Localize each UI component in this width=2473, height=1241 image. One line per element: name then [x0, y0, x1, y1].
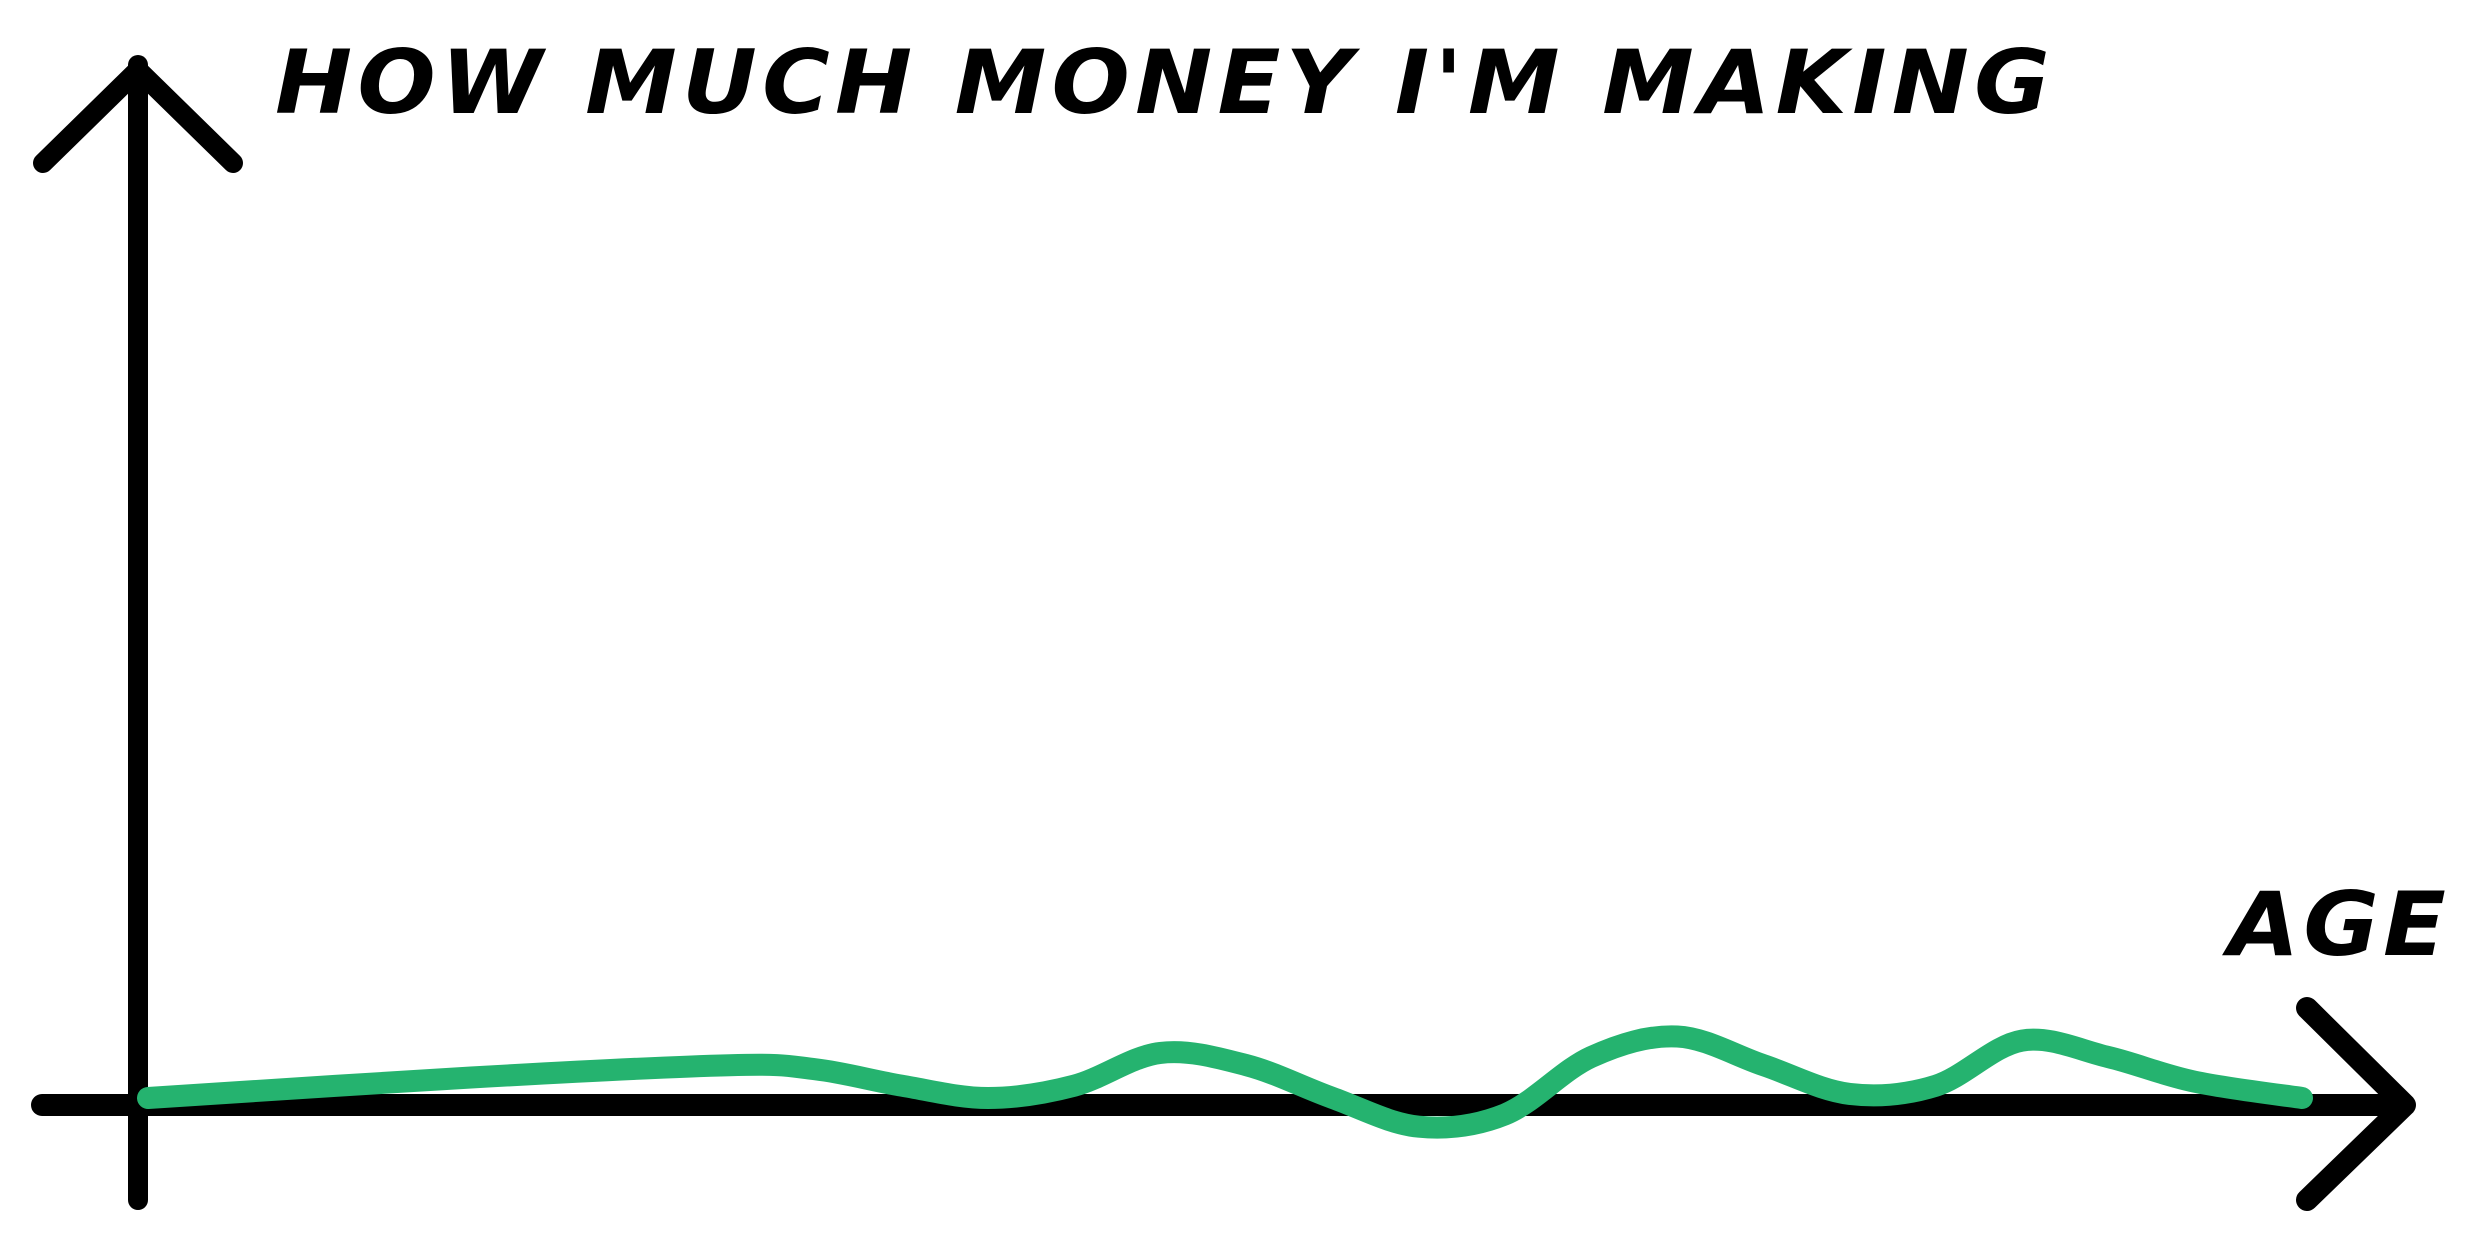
- series-line-0: [137, 1025, 2313, 1139]
- axes: [31, 55, 2416, 1211]
- x-axis-arrowhead: [2296, 997, 2416, 1211]
- x-axis-label: AGE: [2222, 873, 2450, 976]
- y-axis-arrowhead: [33, 60, 243, 173]
- chart-title: HOW MUCH MONEY I'M MAKING: [275, 31, 2055, 134]
- series-layer: [137, 1025, 2313, 1139]
